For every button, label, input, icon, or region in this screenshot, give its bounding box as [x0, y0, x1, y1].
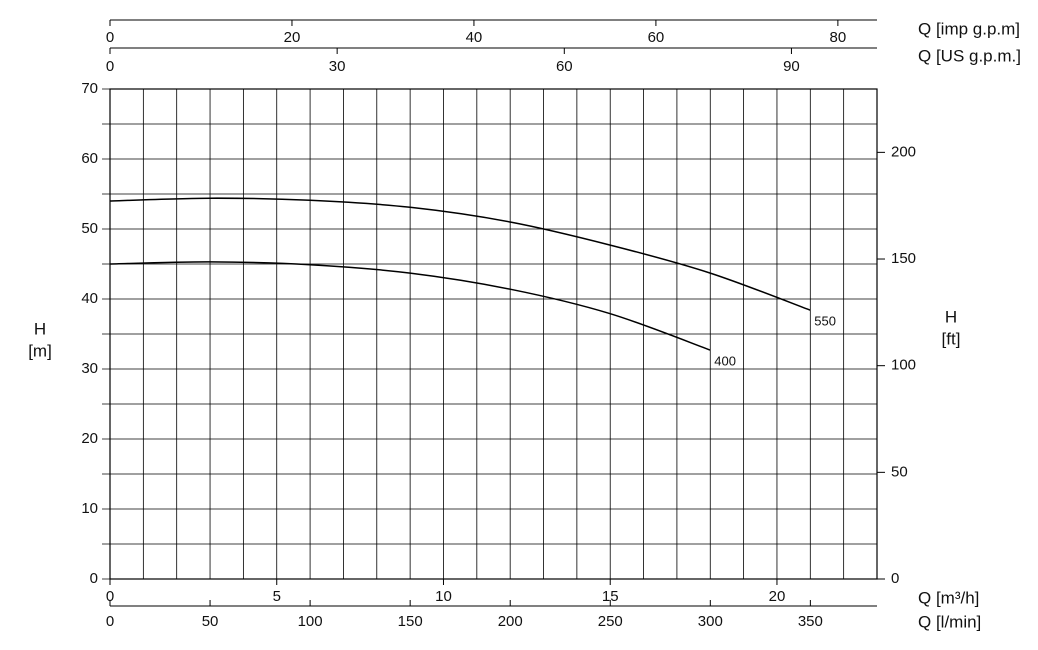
y-tick-label: 0 [90, 570, 98, 587]
y2-tick-label: 0 [891, 570, 899, 587]
axis-title: Q [US g.p.m.] [918, 46, 1021, 65]
x-tick-label: 20 [769, 588, 786, 605]
tick-label: 250 [598, 613, 623, 630]
tick-label: 60 [556, 58, 573, 75]
y2-tick-label: 150 [891, 250, 916, 267]
axis-title: Q [l/min] [918, 612, 981, 631]
tick-label: 20 [284, 29, 301, 46]
y2-tick-label: 100 [891, 357, 916, 374]
x-tick-label: 15 [602, 588, 619, 605]
y-tick-label: 50 [81, 220, 98, 237]
curve-label: 400 [714, 354, 736, 369]
x-axis-title: Q [m³/h] [918, 588, 979, 607]
y2-tick-label: 50 [891, 463, 908, 480]
curve-label: 550 [814, 314, 836, 329]
tick-label: 350 [798, 613, 823, 630]
y-tick-label: 30 [81, 360, 98, 377]
tick-label: 0 [106, 29, 114, 46]
tick-label: 100 [298, 613, 323, 630]
y2-axis-title: H [945, 307, 957, 326]
y-tick-label: 40 [81, 290, 98, 307]
x-tick-label: 5 [273, 588, 281, 605]
tick-label: 0 [106, 613, 114, 630]
tick-label: 0 [106, 58, 114, 75]
pump-curve [109, 261, 711, 351]
y-tick-label: 10 [81, 500, 98, 517]
x-tick-label: 10 [435, 588, 452, 605]
pump-curve [109, 197, 811, 311]
tick-label: 50 [202, 613, 219, 630]
tick-label: 150 [398, 613, 423, 630]
y-tick-label: 20 [81, 430, 98, 447]
axis-title: Q [imp g.p.m] [918, 19, 1020, 38]
tick-label: 30 [329, 58, 346, 75]
tick-label: 60 [648, 29, 665, 46]
y-tick-label: 70 [81, 80, 98, 97]
tick-label: 40 [466, 29, 483, 46]
y2-tick-label: 200 [891, 143, 916, 160]
tick-label: 300 [698, 613, 723, 630]
plot-frame [109, 88, 878, 580]
tick-label: 90 [783, 58, 800, 75]
y2-axis-title: [ft] [942, 329, 961, 348]
tick-label: 80 [830, 29, 847, 46]
y-axis-title: [m] [28, 341, 52, 360]
y-tick-label: 60 [81, 150, 98, 167]
tick-label: 200 [498, 613, 523, 630]
y-axis-title: H [34, 319, 46, 338]
x-tick-label: 0 [106, 588, 114, 605]
